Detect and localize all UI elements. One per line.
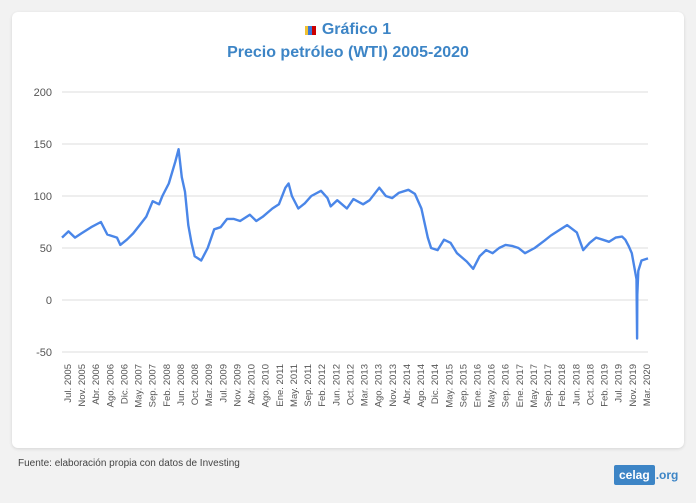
flag-icon — [304, 25, 316, 35]
x-tick-label: Oct. 2008 — [190, 364, 201, 405]
x-tick-label: Abr. 2010 — [247, 364, 258, 405]
y-tick-label: 150 — [34, 139, 52, 151]
logo-tld: .org — [655, 468, 679, 482]
x-tick-label: May. 2016 — [487, 364, 498, 408]
celag-logo: celag .org — [614, 464, 678, 486]
x-tick-label: Feb. 2019 — [600, 364, 611, 407]
x-tick-label: Sep. 2015 — [458, 364, 469, 407]
y-tick-label: 200 — [34, 87, 52, 99]
x-tick-label: Sep. 2017 — [543, 364, 554, 407]
x-tick-label: Mar. 2009 — [204, 364, 215, 406]
x-tick-label: Nov. 2013 — [388, 364, 399, 407]
x-tick-label: Mar. 2013 — [360, 364, 371, 406]
logo-main: celag — [614, 465, 655, 485]
x-tick-label: Nov. 2009 — [232, 364, 243, 407]
x-tick-label: Feb. 2008 — [162, 364, 173, 407]
x-tick-label: Ago. 2014 — [416, 364, 427, 407]
x-tick-label: Feb. 2018 — [557, 364, 568, 407]
x-tick-label: Nov. 2005 — [77, 364, 88, 407]
series-line-0 — [61, 148, 649, 340]
x-tick-label: Ago. 2010 — [261, 364, 272, 407]
source-note: Fuente: elaboración propia con datos de … — [18, 458, 240, 469]
x-tick-label: Abr. 2014 — [402, 364, 413, 405]
chart-subtitle: Precio petróleo (WTI) 2005-2020 — [227, 44, 469, 61]
x-tick-label: Jul. 2009 — [218, 364, 229, 403]
chart-title-text: Gráfico 1 — [321, 21, 392, 38]
x-tick-label: Jul. 2019 — [614, 364, 625, 403]
x-tick-label: Ene. 2011 — [275, 364, 286, 407]
x-tick-label: Nov. 2019 — [628, 364, 639, 407]
x-tick-label: Ene. 2017 — [515, 364, 526, 407]
x-tick-label: Oct. 2012 — [345, 364, 356, 405]
x-tick-label: Ago. 2006 — [105, 364, 116, 407]
chart-title-block: Gráfico 1 Precio petróleo (WTI) 2005-202… — [0, 20, 696, 64]
x-tick-label: May. 2011 — [289, 364, 300, 407]
x-tick-label: Dic. 2014 — [430, 364, 441, 404]
x-tick-label: Ago. 2013 — [374, 364, 385, 407]
x-tick-label: Sep. 2007 — [148, 364, 159, 407]
x-tick-label: Oct. 2018 — [585, 364, 596, 405]
x-tick-label: Ene. 2016 — [472, 364, 483, 407]
y-tick-label: 0 — [46, 295, 52, 307]
x-tick-label: Feb. 2012 — [317, 364, 328, 407]
x-tick-label: Jul. 2005 — [63, 364, 74, 403]
x-tick-label: Jun. 2012 — [331, 364, 342, 406]
x-tick-label: May. 2007 — [134, 364, 145, 408]
y-tick-label: -50 — [36, 347, 52, 359]
x-tick-label: Jun. 2018 — [571, 364, 582, 406]
y-tick-label: 50 — [40, 243, 52, 255]
chart-title: Gráfico 1 — [0, 20, 696, 40]
x-tick-label: Mar. 2020 — [642, 364, 653, 406]
y-tick-label: 100 — [34, 191, 52, 203]
x-tick-label: May. 2017 — [529, 364, 540, 408]
x-tick-label: Abr. 2006 — [91, 364, 102, 405]
x-tick-label: May. 2015 — [444, 364, 455, 408]
x-tick-label: Sep. 2011 — [303, 364, 314, 407]
x-tick-label: Sep. 2016 — [501, 364, 512, 407]
x-tick-label: Dic. 2006 — [119, 364, 130, 404]
x-tick-label: Jun. 2008 — [176, 364, 187, 406]
